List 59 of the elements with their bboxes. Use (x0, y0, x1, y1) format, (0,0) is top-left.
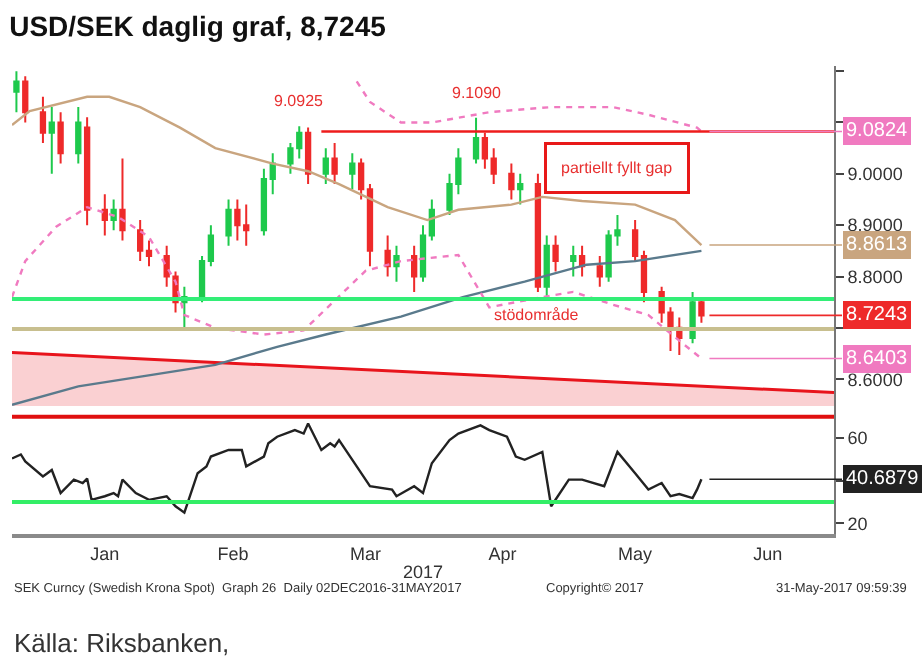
y-tick-label: 8.8000 (847, 266, 903, 287)
y-tick-label: 60 (847, 428, 868, 449)
x-tick-label: May (618, 543, 654, 564)
annotation: 8.6403 (846, 348, 909, 370)
line-series (12, 422, 703, 514)
annotation: 9.0824 (846, 120, 909, 142)
y-tick-label: 9.0000 (847, 164, 903, 185)
annotation: 40.6879 (846, 468, 920, 490)
candlestick (110, 198, 117, 232)
candlestick (234, 198, 241, 242)
annotation: partiellt fyllt gap (561, 159, 674, 177)
candlestick (411, 244, 418, 293)
line-series (12, 95, 703, 247)
candlestick (137, 219, 144, 263)
candlestick (13, 70, 20, 114)
x-tick-label: Mar (350, 543, 382, 564)
candlestick (508, 162, 515, 201)
text: Källa: Riksbanken, (14, 628, 230, 658)
line-series (12, 249, 703, 407)
annotation: 9.1090 (452, 84, 503, 102)
candlestick (698, 296, 705, 324)
annotation: 9.0925 (274, 92, 325, 110)
y-tick-label: 8.9000 (847, 215, 903, 236)
candlestick (578, 244, 586, 278)
candlestick (517, 172, 524, 206)
annotation: 8.7243 (846, 304, 909, 326)
candlestick (384, 234, 391, 278)
candlestick (331, 142, 338, 186)
candlestick (349, 152, 356, 191)
annotation: 8.8613 (846, 234, 909, 256)
candlestick (472, 116, 480, 165)
candlestick (543, 234, 550, 299)
candlestick (552, 234, 559, 273)
candlestick (22, 75, 29, 124)
candlestick (570, 244, 577, 278)
x-tick-label: Apr (488, 543, 517, 564)
x-tick-label: Jan (90, 543, 120, 564)
candlestick (689, 290, 696, 345)
annotation: stödområde (494, 306, 580, 324)
y-tick-label: 20 (847, 513, 868, 534)
candlestick (101, 193, 108, 237)
candlestick (596, 254, 603, 288)
candlestick (534, 172, 542, 293)
line-series (12, 206, 703, 360)
candlestick (225, 198, 232, 247)
candlestick (57, 111, 64, 165)
candlestick (322, 147, 329, 186)
x-tick-label: Feb (217, 543, 249, 564)
candlestick (75, 106, 82, 165)
x-axis-title: 2017 (402, 562, 444, 583)
candlestick (304, 126, 312, 186)
line-series (355, 80, 703, 133)
candlestick (39, 95, 47, 145)
y-tick-label: 8.6000 (847, 369, 903, 390)
candlestick (119, 157, 126, 242)
candlestick (48, 106, 55, 175)
chart-title: USD/SEK daglig graf, 8,7245 (9, 9, 387, 42)
candlestick (83, 116, 91, 227)
x-tick-label: Jun (753, 543, 783, 564)
